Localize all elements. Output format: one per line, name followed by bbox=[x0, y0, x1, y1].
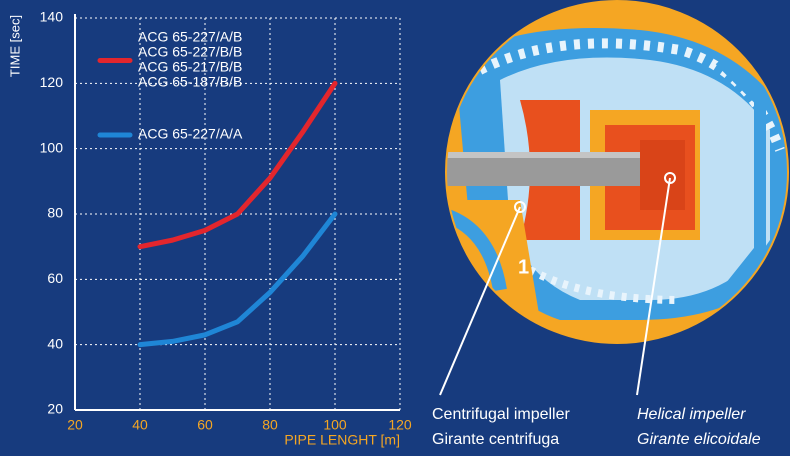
x-axis-label: PIPE LENGHT [m] bbox=[284, 432, 400, 448]
series-line bbox=[137, 80, 338, 250]
pump-diagram bbox=[446, 1, 788, 343]
y-tick-label: 80 bbox=[47, 205, 63, 221]
x-tick-label: 60 bbox=[197, 417, 213, 433]
y-tick-label: 20 bbox=[47, 401, 63, 417]
annotation: Helical impeller bbox=[637, 406, 746, 423]
x-tick-label: 20 bbox=[67, 417, 83, 433]
leader-line bbox=[439, 206, 521, 396]
annotation: Girante elicoidale bbox=[637, 431, 761, 448]
x-tick-label: 80 bbox=[262, 417, 278, 433]
y-axis-label: TIME [sec] bbox=[7, 15, 22, 77]
y-tick-label: 140 bbox=[40, 9, 64, 25]
x-tick-label: 100 bbox=[323, 417, 347, 433]
series-line bbox=[137, 211, 338, 348]
legend-label: ACG 65-227/A/B bbox=[138, 29, 242, 45]
y-tick-label: 120 bbox=[40, 74, 64, 90]
pointer bbox=[514, 201, 526, 213]
legend-label: ACG 65-187/B/B bbox=[138, 74, 242, 90]
legend-label: ACG 65-227/A/A bbox=[138, 126, 243, 142]
y-tick-label: 100 bbox=[40, 139, 64, 155]
x-tick-label: 40 bbox=[132, 417, 148, 433]
annotation: Girante centrifuga bbox=[432, 431, 559, 448]
diagram-border bbox=[445, 0, 789, 344]
legend-label: ACG 65-217/B/B bbox=[138, 59, 242, 75]
legend-label: ACG 65-227/B/B bbox=[138, 44, 242, 60]
y-tick-label: 60 bbox=[47, 270, 63, 286]
x-tick-label: 120 bbox=[388, 417, 412, 433]
callout-number: 1 bbox=[518, 256, 529, 278]
leader-line bbox=[636, 177, 671, 396]
annotation: Centrifugal impeller bbox=[432, 406, 571, 423]
pointer bbox=[664, 172, 676, 184]
y-tick-label: 40 bbox=[47, 335, 63, 351]
